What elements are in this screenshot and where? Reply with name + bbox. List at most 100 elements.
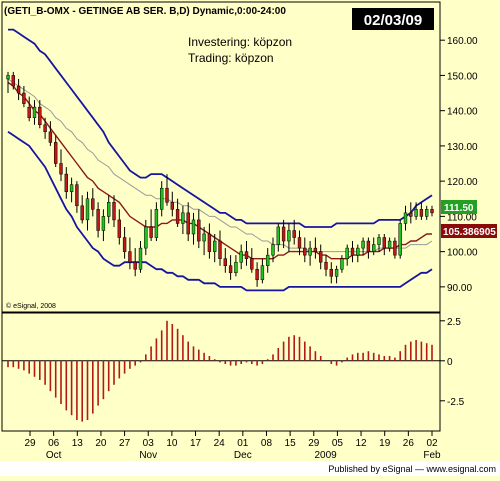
candle-body xyxy=(11,75,15,87)
candle-body xyxy=(144,226,148,249)
candle-body xyxy=(308,247,312,256)
candle-body xyxy=(239,251,243,263)
x-day-label: 29 xyxy=(308,438,320,449)
candle-body xyxy=(64,173,68,192)
candle-body xyxy=(430,209,434,214)
candle-body xyxy=(160,187,164,210)
candle-body xyxy=(59,163,63,175)
x-day-label: 01 xyxy=(237,438,249,449)
candle-body xyxy=(186,212,190,235)
candle-body xyxy=(6,75,10,80)
x-day-label: 19 xyxy=(379,438,391,449)
copyright-label: © eSignal, 2008 xyxy=(6,302,56,310)
date-badge-box xyxy=(352,8,434,30)
upper-band-line xyxy=(8,28,433,228)
candle-body xyxy=(165,187,169,203)
candle-body xyxy=(334,268,339,277)
ma-price-label: 105.386905 xyxy=(443,227,496,238)
candle-body xyxy=(377,237,381,245)
x-day-label: 12 xyxy=(355,438,367,449)
candle-body xyxy=(27,106,31,118)
candle-body xyxy=(329,268,333,277)
last-price-box xyxy=(441,200,477,214)
x-day-label: 06 xyxy=(48,438,60,449)
candle-body xyxy=(313,247,318,252)
candle-body xyxy=(260,265,265,281)
candle-body xyxy=(409,212,413,217)
x-day-label: 24 xyxy=(214,438,226,449)
x-month-label: Feb xyxy=(423,450,441,461)
candle-body xyxy=(69,184,74,192)
candle-body xyxy=(398,223,402,256)
candle-body xyxy=(372,244,376,252)
candle-body xyxy=(393,240,397,256)
ma-price-box xyxy=(441,224,497,238)
candle-body xyxy=(191,219,196,235)
candle-body xyxy=(218,240,222,259)
y-tick-label: 140.00 xyxy=(447,107,478,118)
x-day-label: 08 xyxy=(261,438,273,449)
candle-body xyxy=(266,254,270,266)
candle-body xyxy=(244,251,249,259)
candle-body xyxy=(324,261,328,270)
candle-body xyxy=(96,209,100,231)
footer-text: Published by eSignal — www.esignal.com xyxy=(328,464,496,474)
y-tick-label: 100.00 xyxy=(447,248,478,259)
candle-body xyxy=(345,247,349,259)
y-tick-label: 110.00 xyxy=(447,212,477,223)
candle-body xyxy=(207,233,212,252)
date-badge: 02/03/09 xyxy=(364,12,422,29)
candle-body xyxy=(149,226,153,238)
candle-body xyxy=(80,205,84,221)
x-day-label: 13 xyxy=(72,438,84,449)
candle-body xyxy=(22,92,26,104)
candle-body xyxy=(234,261,238,274)
y-tick-label: 90.00 xyxy=(447,283,472,294)
x-day-label: 17 xyxy=(190,438,202,449)
osc-tick-label: -2.5 xyxy=(447,397,465,408)
candle-body xyxy=(303,247,307,256)
osc-tick-label: 2.5 xyxy=(447,317,461,328)
osc-tick-label: 0 xyxy=(447,357,453,368)
candle-body xyxy=(366,240,371,252)
candle-body xyxy=(297,237,302,249)
y-tick-label: 150.00 xyxy=(447,71,478,82)
x-day-label: 20 xyxy=(95,438,107,449)
candle-body xyxy=(425,209,429,217)
candle-body xyxy=(287,230,291,242)
candle-body xyxy=(382,237,386,249)
candle-body xyxy=(38,106,42,126)
candle-body xyxy=(181,212,185,224)
lower-band-line xyxy=(7,131,433,292)
candle-body xyxy=(340,258,344,270)
x-day-label: 02 xyxy=(426,438,438,449)
candle-body xyxy=(43,124,47,133)
candle-body xyxy=(16,85,21,94)
candle-body xyxy=(128,251,132,263)
y-tick-label: 120.00 xyxy=(447,177,478,188)
axis-layer: 160.00 150.00 140.00 130.00 120.00 110.00 100.… xyxy=(24,36,478,461)
candle-body xyxy=(281,226,286,242)
candle-body xyxy=(202,233,206,242)
candle-body xyxy=(250,258,254,270)
candle-body xyxy=(107,202,111,217)
candle-body xyxy=(117,219,121,238)
candle-body xyxy=(414,209,418,217)
candle-body xyxy=(356,247,360,256)
x-day-label: 26 xyxy=(403,438,415,449)
candle-body xyxy=(54,142,58,164)
candle-body xyxy=(271,244,275,256)
x-day-label: 29 xyxy=(24,438,36,449)
candle-body xyxy=(32,106,37,118)
slow-ma-line xyxy=(7,78,433,253)
x-day-label: 05 xyxy=(332,438,344,449)
candle-body xyxy=(292,230,296,238)
x-month-label: 2009 xyxy=(314,450,337,461)
candle-body xyxy=(387,240,392,249)
y-tick-label: 160.00 xyxy=(447,36,478,47)
candle-body xyxy=(213,240,217,252)
x-day-label: 03 xyxy=(143,438,155,449)
